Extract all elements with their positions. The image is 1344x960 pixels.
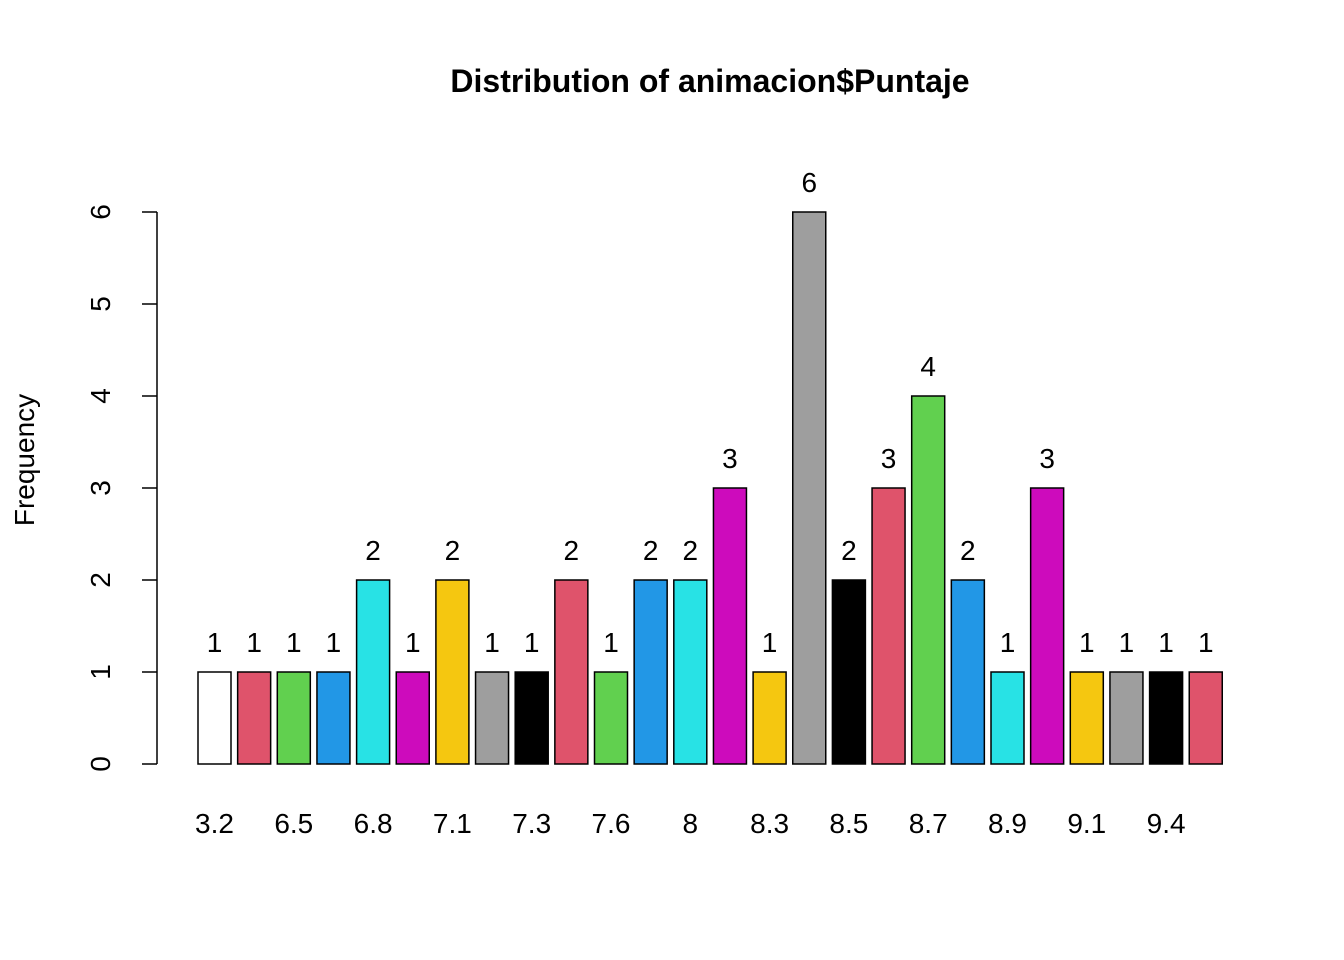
y-tick-label: 4 bbox=[85, 388, 116, 404]
bar bbox=[593, 671, 629, 765]
data-label: 3 bbox=[881, 443, 897, 474]
bar bbox=[395, 671, 430, 765]
bar bbox=[990, 671, 1025, 765]
bar bbox=[712, 487, 748, 765]
x-tick-labels: 3.2 6.5 6.8 7.1 7.3 7.6 8 8.3 8.5 8.7 8.9 9.1 9.4 bbox=[195, 808, 1186, 839]
y-tick-label: 5 bbox=[85, 296, 116, 312]
data-label: 2 bbox=[683, 535, 699, 566]
y-tick-label: 1 bbox=[85, 664, 116, 680]
data-label: 1 bbox=[484, 627, 500, 658]
x-tick-label: 8.5 bbox=[829, 808, 868, 839]
data-label: 1 bbox=[286, 627, 302, 658]
x-tick-label: 9.4 bbox=[1147, 808, 1186, 839]
data-label: 2 bbox=[564, 535, 580, 566]
bar bbox=[633, 579, 668, 765]
x-tick-label: 8.7 bbox=[909, 808, 948, 839]
data-label: 1 bbox=[524, 627, 540, 658]
data-label: 1 bbox=[1119, 627, 1135, 658]
data-label: 2 bbox=[365, 535, 381, 566]
bar bbox=[1148, 671, 1184, 765]
y-axis: 0 1 2 3 4 5 6 bbox=[85, 204, 158, 772]
data-label: 1 bbox=[762, 627, 778, 658]
data-label: 1 bbox=[207, 627, 223, 658]
data-label: 1 bbox=[326, 627, 342, 658]
data-label: 1 bbox=[405, 627, 421, 658]
x-tick-label: 7.1 bbox=[433, 808, 472, 839]
bar bbox=[197, 671, 232, 765]
data-label: 1 bbox=[1079, 627, 1095, 658]
x-tick-label: 7.6 bbox=[592, 808, 631, 839]
bar bbox=[673, 579, 708, 765]
data-label: 4 bbox=[920, 351, 936, 382]
x-tick-label: 6.8 bbox=[354, 808, 393, 839]
bar bbox=[236, 671, 272, 765]
bar bbox=[276, 671, 312, 765]
bar bbox=[1029, 487, 1065, 765]
data-label: 2 bbox=[960, 535, 976, 566]
data-label: 1 bbox=[246, 627, 262, 658]
bar bbox=[316, 671, 351, 765]
data-label: 3 bbox=[1039, 443, 1055, 474]
x-tick-label: 6.5 bbox=[274, 808, 313, 839]
x-tick-label: 8 bbox=[683, 808, 699, 839]
x-tick-label: 8.9 bbox=[988, 808, 1027, 839]
x-tick-label: 8.3 bbox=[750, 808, 789, 839]
bar bbox=[1109, 671, 1144, 765]
bar bbox=[871, 487, 906, 765]
bar bbox=[792, 211, 827, 765]
bar bbox=[1188, 671, 1223, 765]
y-tick-label: 0 bbox=[85, 756, 116, 772]
bar bbox=[355, 579, 391, 765]
x-tick-label: 3.2 bbox=[195, 808, 234, 839]
bar bbox=[554, 579, 589, 765]
data-label: 1 bbox=[1158, 627, 1174, 658]
data-label: 6 bbox=[801, 167, 817, 198]
bar bbox=[1069, 671, 1105, 765]
bar bbox=[474, 671, 510, 765]
y-tick-label: 6 bbox=[85, 204, 116, 220]
data-label: 2 bbox=[841, 535, 857, 566]
bar bbox=[831, 579, 867, 765]
bar bbox=[435, 579, 470, 765]
data-label: 2 bbox=[643, 535, 659, 566]
data-label: 2 bbox=[445, 535, 461, 566]
bar bbox=[514, 671, 549, 765]
bar bbox=[752, 671, 787, 765]
data-label: 1 bbox=[1198, 627, 1214, 658]
x-tick-label: 9.1 bbox=[1067, 808, 1106, 839]
bars bbox=[197, 211, 1223, 765]
data-label: 1 bbox=[1000, 627, 1016, 658]
y-axis-label: Frequency bbox=[9, 394, 40, 526]
y-tick-label: 3 bbox=[85, 480, 116, 496]
data-label: 3 bbox=[722, 443, 738, 474]
x-tick-label: 7.3 bbox=[512, 808, 551, 839]
bar bbox=[910, 395, 946, 765]
y-tick-label: 2 bbox=[85, 572, 116, 588]
chart-title: Distribution of animacion$Puntaje bbox=[450, 63, 969, 99]
data-label: 1 bbox=[603, 627, 619, 658]
bar bbox=[950, 579, 986, 765]
